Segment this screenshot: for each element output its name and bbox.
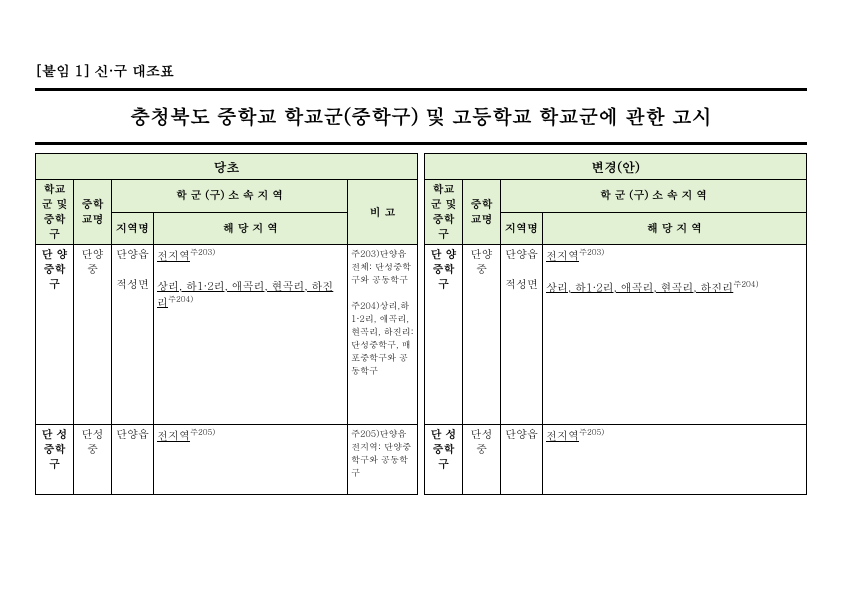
- th-region-name: 지역명: [112, 212, 154, 245]
- panel-original-title: 당초: [35, 153, 418, 179]
- th-region-detail: 해 당 지 역: [154, 212, 348, 245]
- th-district: 학 군 (구) 소 속 지 역: [501, 180, 807, 213]
- divider-under-title: [35, 142, 807, 145]
- cell-region-details: 전지역주205): [154, 425, 348, 495]
- th-district: 학 군 (구) 소 속 지 역: [112, 180, 348, 213]
- th-region-detail: 해 당 지 역: [543, 212, 807, 245]
- cell-school: 단양중: [463, 245, 501, 425]
- cell-region-details: 전지역주203) 상리, 하1·2리, 애곡리, 현곡리, 하진리주204): [543, 245, 807, 425]
- th-school: 중학교명: [463, 180, 501, 245]
- cell-school: 단성중: [74, 425, 112, 495]
- divider-top: [35, 88, 807, 91]
- cell-region-names: 단양읍 적성면: [112, 245, 154, 425]
- cell-region-names: 단양읍: [112, 425, 154, 495]
- th-group: 학교군 및 중학구: [36, 180, 74, 245]
- cell-group: 단 성 중학구: [425, 425, 463, 495]
- cell-school: 단양중: [74, 245, 112, 425]
- cell-region-details: 전지역주205): [543, 425, 807, 495]
- cell-region-details: 전지역주203) 상리, 하1·2리, 애곡리, 현곡리, 하진리주204): [154, 245, 348, 425]
- th-group: 학교군 및 중학구: [425, 180, 463, 245]
- cell-region-names: 단양읍: [501, 425, 543, 495]
- cell-group: 단 양 중학구: [425, 245, 463, 425]
- th-note: 비 고: [348, 180, 418, 245]
- table-original: 학교군 및 중학구 중학교명 학 군 (구) 소 속 지 역 비 고 지역명 해…: [35, 179, 418, 495]
- attachment-label: [붙임 1] 신·구 대조표: [35, 60, 807, 80]
- comparison-row: 당초 학교군 및 중학구 중학교명 학 군 (구) 소 속 지 역 비 고 지역…: [35, 153, 807, 495]
- th-school: 중학교명: [74, 180, 112, 245]
- panel-original: 당초 학교군 및 중학구 중학교명 학 군 (구) 소 속 지 역 비 고 지역…: [35, 153, 418, 495]
- panel-revised: 변경(안) 학교군 및 중학구 중학교명 학 군 (구) 소 속 지 역 지역명…: [424, 153, 807, 495]
- cell-school: 단성중: [463, 425, 501, 495]
- table-revised: 학교군 및 중학구 중학교명 학 군 (구) 소 속 지 역 지역명 해 당 지…: [424, 179, 807, 495]
- cell-group: 단 성 중학구: [36, 425, 74, 495]
- page-title: 충청북도 중학교 학교군(중학구) 및 고등학교 학교군에 관한 고시: [35, 101, 807, 130]
- cell-region-names: 단양읍 적성면: [501, 245, 543, 425]
- cell-group: 단 양 중학구: [36, 245, 74, 425]
- cell-note: 주203)단양읍 전체: 단성중학구와 공동학구 주204)상리,하1·2리, …: [348, 245, 418, 425]
- th-region-name: 지역명: [501, 212, 543, 245]
- cell-note: 주205)단양읍 전지역: 단양중학구와 공동학구: [348, 425, 418, 495]
- document-page: [붙임 1] 신·구 대조표 충청북도 중학교 학교군(중학구) 및 고등학교 …: [0, 0, 842, 595]
- panel-revised-title: 변경(안): [424, 153, 807, 179]
